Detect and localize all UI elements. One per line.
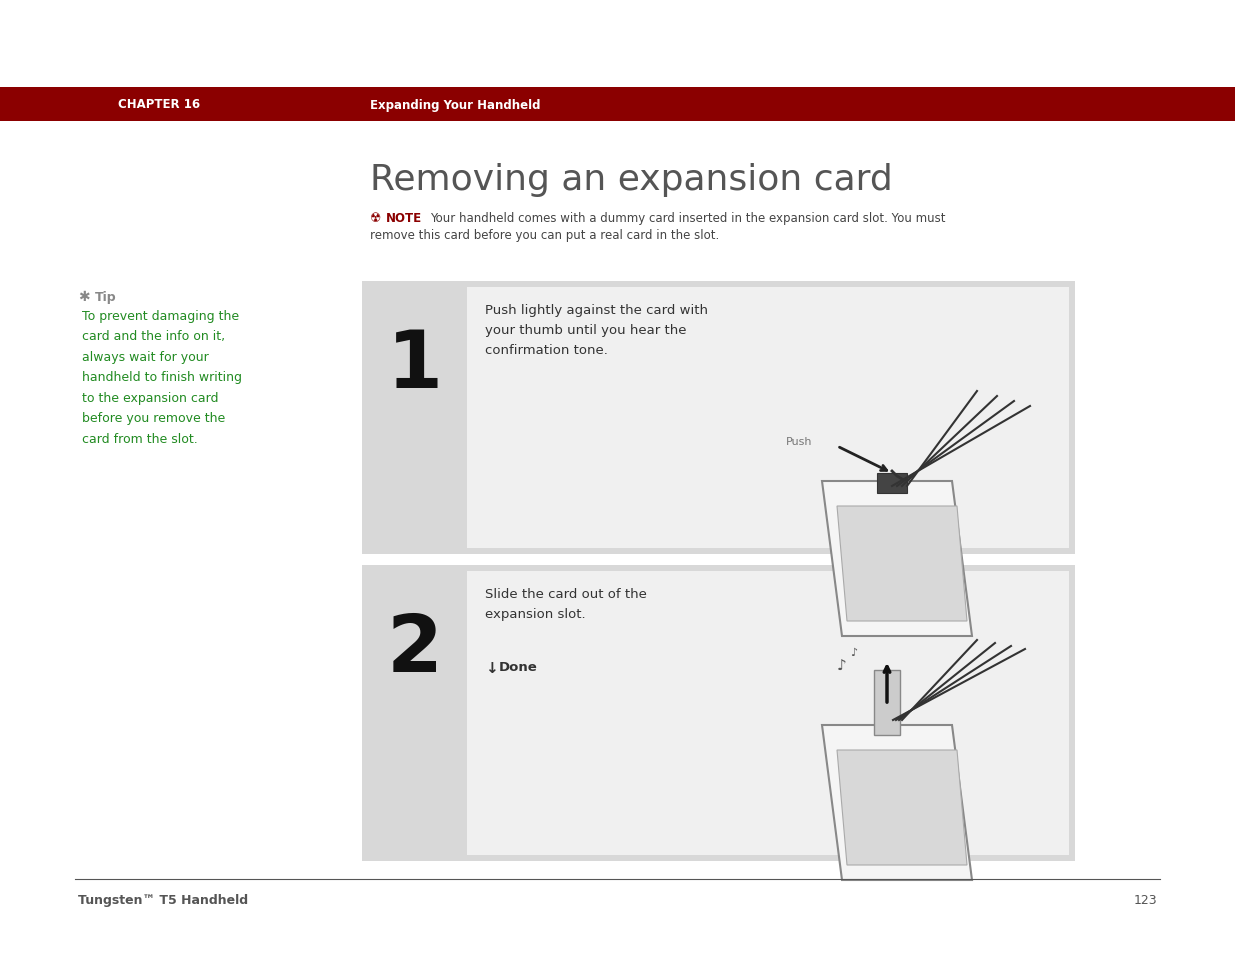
Text: Tungsten™ T5 Handheld: Tungsten™ T5 Handheld bbox=[78, 893, 248, 906]
Text: 1: 1 bbox=[387, 327, 442, 405]
Text: Expanding Your Handheld: Expanding Your Handheld bbox=[370, 98, 541, 112]
Polygon shape bbox=[837, 506, 967, 621]
Text: Push: Push bbox=[785, 436, 811, 447]
Text: ↓: ↓ bbox=[485, 660, 498, 676]
Polygon shape bbox=[837, 750, 967, 865]
Text: Your handheld comes with a dummy card inserted in the expansion card slot. You m: Your handheld comes with a dummy card in… bbox=[430, 212, 946, 225]
Polygon shape bbox=[823, 481, 972, 637]
Bar bbox=[467, 572, 1070, 855]
Text: Slide the card out of the
expansion slot.: Slide the card out of the expansion slot… bbox=[485, 587, 647, 620]
Text: To prevent damaging the
card and the info on it,
always wait for your
handheld t: To prevent damaging the card and the inf… bbox=[82, 310, 242, 446]
Text: remove this card before you can put a real card in the slot.: remove this card before you can put a re… bbox=[370, 229, 719, 242]
Text: ✱: ✱ bbox=[78, 290, 90, 304]
Text: ♪: ♪ bbox=[837, 659, 847, 673]
Bar bbox=[362, 565, 1074, 862]
Text: 2: 2 bbox=[387, 610, 442, 688]
Bar bbox=[874, 670, 900, 735]
Bar bbox=[362, 282, 1074, 555]
Text: 123: 123 bbox=[1134, 893, 1157, 906]
Text: Done: Done bbox=[499, 660, 537, 673]
Text: Removing an expansion card: Removing an expansion card bbox=[370, 163, 893, 196]
Text: ♪: ♪ bbox=[850, 647, 857, 658]
Text: NOTE: NOTE bbox=[387, 212, 422, 225]
Bar bbox=[877, 474, 906, 494]
Text: CHAPTER 16: CHAPTER 16 bbox=[119, 98, 200, 112]
Bar bbox=[0, 88, 1235, 122]
Text: Tip: Tip bbox=[95, 291, 116, 304]
Bar bbox=[467, 288, 1070, 548]
Text: Push lightly against the card with
your thumb until you hear the
confirmation to: Push lightly against the card with your … bbox=[485, 304, 708, 356]
Text: ☢: ☢ bbox=[370, 212, 382, 225]
Polygon shape bbox=[823, 725, 972, 880]
